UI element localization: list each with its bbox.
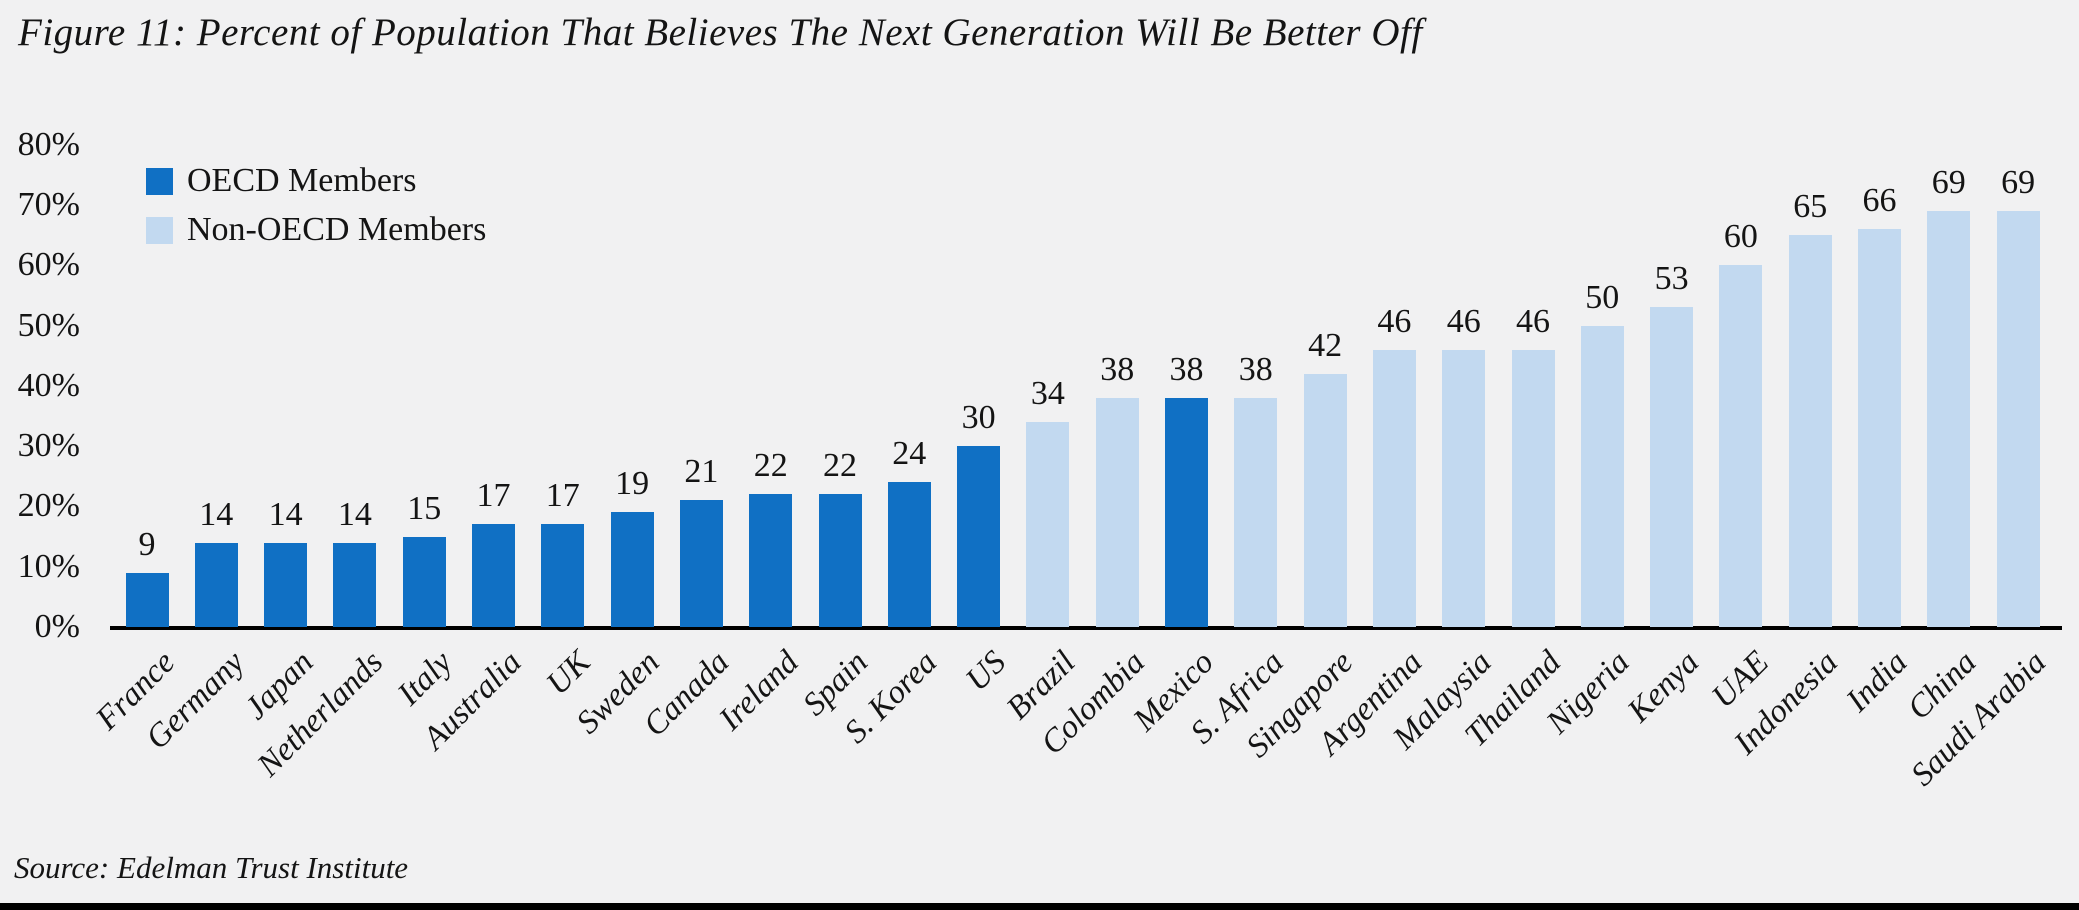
bar-france: [125, 572, 169, 627]
bar-italy: [402, 536, 446, 627]
legend-label-non-oecd: Non-OECD Members: [187, 211, 487, 248]
bar-value-india: 66: [1862, 182, 1897, 220]
bar-value-uk: 17: [545, 477, 580, 515]
bar-colombia: [1095, 397, 1139, 627]
source-note: Source: Edelman Trust Institute: [14, 850, 409, 885]
bar-uk: [541, 524, 585, 627]
bar-canada: [679, 500, 723, 627]
bar-india: [1858, 229, 1901, 627]
bar-value-canada: 21: [684, 453, 719, 491]
y-axis-label-70: 70%: [17, 185, 80, 223]
y-axis-label-10: 10%: [17, 547, 80, 585]
bar-japan: [264, 542, 308, 627]
bar-value-malaysia: 46: [1446, 302, 1481, 340]
bar-value-kenya: 53: [1654, 260, 1689, 298]
bar-value-germany: 14: [199, 495, 234, 533]
x-axis-label-kenya: Kenya: [1621, 644, 1707, 730]
bar-spain: [818, 494, 862, 627]
bar-mexico: [1165, 397, 1208, 627]
y-axis-label-20: 20%: [17, 487, 80, 525]
bar-uae: [1719, 265, 1763, 627]
bar-value-argentina: 46: [1377, 302, 1412, 340]
bar-value-japan: 14: [268, 495, 303, 533]
bar-singapore: [1303, 373, 1347, 627]
bar-s-africa: [1234, 397, 1278, 627]
legend-item-oecd: OECD Members: [146, 163, 486, 199]
bar-value-uae: 60: [1723, 218, 1758, 256]
bar-value-indonesia: 65: [1793, 188, 1828, 226]
bar-value-sweden: 19: [615, 465, 650, 503]
bar-sweden: [610, 512, 654, 627]
bar-value-singapore: 42: [1308, 326, 1343, 364]
y-axis-label-50: 50%: [17, 306, 80, 344]
bar-value-mexico: 38: [1169, 350, 1204, 388]
bar-value-thailand: 46: [1516, 302, 1550, 340]
x-axis-label-india: India: [1839, 644, 1915, 720]
bar-nigeria: [1580, 325, 1624, 627]
bar-kenya: [1650, 307, 1694, 627]
bar-value-s-africa: 38: [1238, 350, 1273, 388]
bar-value-s-korea: 24: [892, 435, 927, 473]
x-axis-label-us: US: [959, 644, 1014, 699]
bar-australia: [472, 524, 515, 627]
bar-value-china: 69: [1931, 163, 1966, 201]
legend-label-oecd: OECD Members: [187, 162, 417, 199]
bar-malaysia: [1442, 349, 1486, 627]
bar-value-us: 30: [961, 399, 996, 437]
bar-value-france: 9: [138, 525, 156, 563]
bar-china: [1927, 210, 1971, 627]
bar-value-ireland: 22: [753, 447, 788, 485]
bar-us: [957, 446, 1001, 627]
y-axis-label-60: 60%: [17, 246, 80, 284]
bar-value-netherlands: 14: [337, 495, 372, 533]
y-axis-label-30: 30%: [17, 427, 80, 465]
bar-thailand: [1511, 349, 1555, 627]
non-oecd-color-swatch-icon: [146, 216, 173, 244]
bar-saudi-arabia: [1996, 210, 2040, 627]
bar-value-italy: 15: [407, 489, 442, 527]
x-axis-label-ireland: Ireland: [712, 644, 806, 738]
bar-brazil: [1026, 421, 1070, 627]
y-axis-label-40: 40%: [17, 366, 80, 404]
bar-ireland: [749, 494, 793, 627]
bar-value-saudi-arabia: 69: [2001, 163, 2036, 201]
bar-value-colombia: 38: [1100, 350, 1135, 388]
bar-germany: [194, 542, 238, 627]
bar-netherlands: [333, 542, 377, 627]
y-axis-label-0: 0%: [34, 608, 80, 645]
bar-value-spain: 22: [823, 447, 857, 485]
oecd-color-swatch-icon: [146, 167, 173, 195]
y-axis-label-80: 80%: [17, 125, 80, 163]
bar-argentina: [1372, 349, 1416, 627]
x-axis-label-uk: UK: [539, 644, 598, 703]
bar-value-brazil: 34: [1030, 374, 1065, 412]
bar-value-australia: 17: [476, 477, 511, 515]
bottom-border-rule: [0, 903, 2079, 910]
x-axis-line: [110, 626, 2062, 630]
chart-legend: OECD Members Non-OECD Members: [146, 163, 486, 261]
bar-indonesia: [1788, 235, 1832, 627]
bar-s-korea: [887, 482, 931, 627]
legend-item-non-oecd: Non-OECD Members: [146, 212, 486, 248]
bar-value-nigeria: 50: [1585, 278, 1620, 316]
figure-title: Figure 11: Percent of Population That Be…: [18, 11, 1423, 54]
